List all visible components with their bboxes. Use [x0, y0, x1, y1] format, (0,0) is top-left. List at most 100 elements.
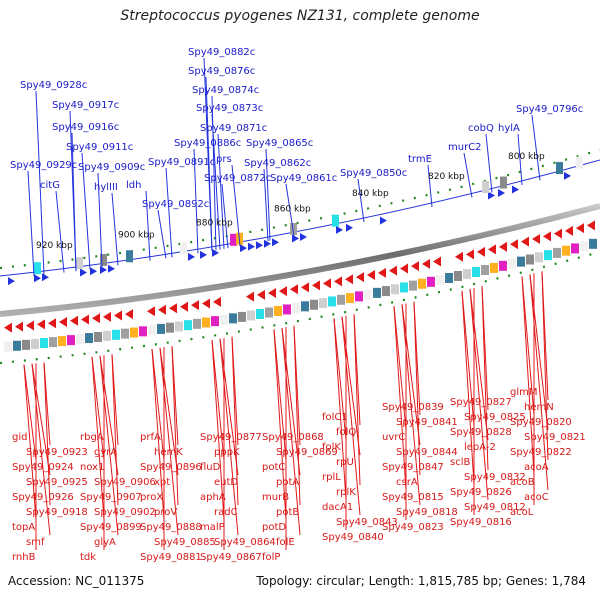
reverse-gene-label[interactable]: Spy49_0877: [200, 432, 262, 443]
forward-gene-label[interactable]: Spy49_0873c: [196, 103, 263, 114]
reverse-gene-label[interactable]: Spy49_0868: [262, 432, 324, 443]
reverse-gene-label[interactable]: Spy49_0815: [382, 492, 444, 503]
reverse-gene-label[interactable]: Spy49_0818: [396, 507, 458, 518]
reverse-gene-label[interactable]: gid: [12, 432, 27, 443]
reverse-gene-label[interactable]: Spy49_0867: [200, 552, 262, 563]
reverse-gene-label[interactable]: hemN: [524, 402, 554, 413]
reverse-gene-label[interactable]: fluD: [200, 462, 221, 473]
reverse-gene-label[interactable]: topA: [12, 522, 35, 533]
forward-gene-label[interactable]: Spy49_0917c: [52, 100, 119, 111]
forward-gene-label[interactable]: Spy49_0891c: [148, 157, 215, 168]
reverse-gene-label[interactable]: csrA: [396, 477, 418, 488]
reverse-gene-label[interactable]: xpt: [154, 477, 170, 488]
reverse-gene-label[interactable]: Spy49_0923: [26, 447, 88, 458]
reverse-gene-label[interactable]: Spy49_0841: [396, 417, 458, 428]
reverse-gene-label[interactable]: acoA: [524, 462, 549, 473]
forward-gene-label[interactable]: Spy49_0872c: [204, 173, 271, 184]
reverse-gene-label[interactable]: smf: [26, 537, 45, 548]
reverse-gene-label[interactable]: glmM: [510, 387, 538, 398]
reverse-gene-label[interactable]: Spy49_0881: [140, 552, 202, 563]
reverse-gene-label[interactable]: Spy49_0828: [450, 427, 512, 438]
forward-gene-label[interactable]: Spy49_0876c: [188, 66, 255, 77]
reverse-gene-label[interactable]: Spy49_0864: [214, 537, 276, 548]
reverse-gene-label[interactable]: Spy49_0812: [464, 502, 526, 513]
reverse-gene-label[interactable]: rbgA: [80, 432, 104, 443]
forward-gene-label[interactable]: cobQ: [468, 123, 494, 134]
reverse-gene-label[interactable]: malP: [200, 522, 225, 533]
reverse-gene-label[interactable]: Spy49_0869: [276, 447, 338, 458]
reverse-gene-label[interactable]: Spy49_0896: [140, 462, 202, 473]
reverse-gene-label[interactable]: sclB: [450, 457, 470, 468]
forward-gene-label[interactable]: murC2: [448, 142, 482, 153]
reverse-gene-label[interactable]: lepA-2: [464, 442, 496, 453]
forward-gene-label[interactable]: Spy49_0928c: [20, 80, 87, 91]
reverse-gene-label[interactable]: Spy49_0885: [154, 537, 216, 548]
reverse-gene-label[interactable]: folP: [262, 552, 280, 563]
reverse-gene-label[interactable]: Spy49_0918: [26, 507, 88, 518]
reverse-gene-label[interactable]: Spy49_0832: [464, 472, 526, 483]
forward-gene-label[interactable]: prs: [216, 154, 232, 165]
reverse-gene-label[interactable]: proV: [154, 507, 177, 518]
forward-gene-label[interactable]: Spy49_0916c: [52, 122, 119, 133]
reverse-gene-label[interactable]: glyA: [94, 537, 116, 548]
reverse-gene-label[interactable]: folE: [276, 537, 295, 548]
forward-gene-label[interactable]: hylIII: [94, 182, 118, 193]
reverse-gene-label[interactable]: acoL: [510, 507, 534, 518]
reverse-gene-label[interactable]: Spy49_0839: [382, 402, 444, 413]
reverse-gene-label[interactable]: uvrC: [382, 432, 405, 443]
forward-gene-label[interactable]: Spy49_0909c: [78, 162, 145, 173]
reverse-gene-label[interactable]: Spy49_0840: [322, 532, 384, 543]
reverse-gene-label[interactable]: acoB: [510, 477, 535, 488]
forward-gene-label[interactable]: Spy49_0796c: [516, 104, 583, 115]
reverse-gene-label[interactable]: Spy49_0821: [524, 432, 586, 443]
forward-gene-label[interactable]: Spy49_0862c: [244, 158, 311, 169]
reverse-gene-label[interactable]: folC1: [322, 412, 348, 423]
forward-gene-label[interactable]: Spy49_0911c: [66, 142, 133, 153]
reverse-gene-label[interactable]: Spy49_0844: [396, 447, 458, 458]
reverse-gene-label[interactable]: Spy49_0822: [510, 447, 572, 458]
forward-gene-label[interactable]: Spy49_0861c: [270, 173, 337, 184]
reverse-gene-label[interactable]: pppK: [214, 447, 240, 458]
forward-gene-label[interactable]: Spy49_0882c: [188, 47, 255, 58]
reverse-gene-label[interactable]: potC: [262, 462, 285, 473]
reverse-gene-label[interactable]: rnhB: [12, 552, 36, 563]
reverse-gene-label[interactable]: Spy49_0827: [450, 397, 512, 408]
reverse-gene-label[interactable]: rpU: [336, 457, 354, 468]
reverse-gene-label[interactable]: Spy49_0825: [464, 412, 526, 423]
reverse-gene-label[interactable]: Spy49_0843: [336, 517, 398, 528]
reverse-gene-label[interactable]: prfA: [140, 432, 161, 443]
reverse-gene-label[interactable]: radC: [214, 507, 238, 518]
reverse-gene-label[interactable]: Spy49_0847: [382, 462, 444, 473]
reverse-gene-label[interactable]: Spy49_0902: [94, 507, 156, 518]
forward-gene-label[interactable]: hylA: [498, 123, 520, 134]
reverse-gene-label[interactable]: hemK: [154, 447, 183, 458]
reverse-gene-label[interactable]: Spy49_0888: [140, 522, 202, 533]
forward-gene-label[interactable]: Spy49_0929c: [10, 160, 77, 171]
reverse-gene-label[interactable]: Spy49_0906: [94, 477, 156, 488]
forward-gene-label[interactable]: Spy49_0850c: [340, 168, 407, 179]
reverse-gene-label[interactable]: dacA1: [322, 502, 353, 513]
reverse-gene-label[interactable]: tdk: [80, 552, 96, 563]
reverse-gene-label[interactable]: rplL: [322, 472, 341, 483]
reverse-gene-label[interactable]: Spy49_0823: [382, 522, 444, 533]
forward-gene-label[interactable]: citG: [40, 180, 60, 191]
forward-gene-label[interactable]: Spy49_0892c: [142, 199, 209, 210]
reverse-gene-label[interactable]: potD: [262, 522, 286, 533]
reverse-gene-label[interactable]: murB: [262, 492, 289, 503]
forward-gene-label[interactable]: trmE: [408, 154, 432, 165]
reverse-gene-label[interactable]: Spy49_0899: [80, 522, 142, 533]
reverse-gene-label[interactable]: proX: [140, 492, 163, 503]
forward-gene-label[interactable]: Spy49_0865c: [246, 138, 313, 149]
reverse-gene-label[interactable]: potA: [276, 477, 299, 488]
reverse-gene-label[interactable]: Spy49_0925: [26, 477, 88, 488]
reverse-gene-label[interactable]: folK: [322, 442, 341, 453]
reverse-gene-label[interactable]: nox1: [80, 462, 104, 473]
reverse-gene-label[interactable]: acoC: [524, 492, 549, 503]
forward-gene-label[interactable]: ldh: [126, 180, 141, 191]
reverse-gene-label[interactable]: Spy49_0816: [450, 517, 512, 528]
reverse-gene-label[interactable]: Spy49_0826: [450, 487, 512, 498]
reverse-gene-label[interactable]: gyrA: [94, 447, 117, 458]
reverse-gene-label[interactable]: Spy49_0820: [510, 417, 572, 428]
reverse-gene-label[interactable]: aphA: [200, 492, 226, 503]
reverse-gene-label[interactable]: Spy49_0907: [80, 492, 142, 503]
